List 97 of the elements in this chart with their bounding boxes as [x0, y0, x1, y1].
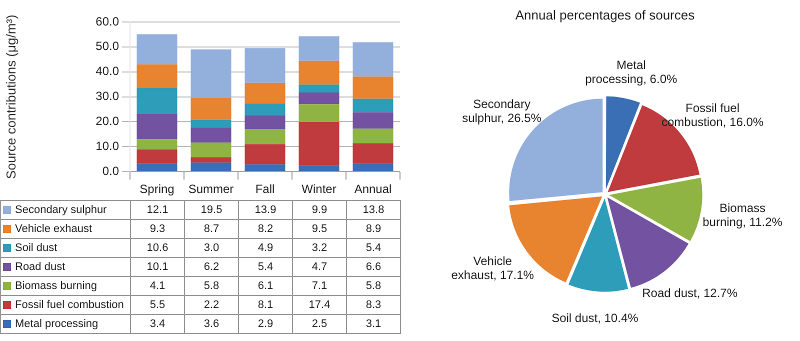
data-label: 2.5	[292, 314, 346, 334]
bar	[352, 76, 394, 99]
bar	[352, 143, 394, 164]
y-tick-label: 0.0	[102, 164, 120, 178]
data-label: 4.1	[130, 276, 184, 296]
bar	[244, 144, 286, 164]
data-label: 10.1	[130, 258, 184, 276]
bar	[298, 60, 340, 85]
data-label: 5.8	[184, 276, 238, 296]
y-tick-label: 30.0	[96, 89, 120, 104]
bar	[136, 114, 178, 140]
y-tick-label: 20.0	[96, 114, 120, 128]
bar	[136, 139, 178, 150]
bar	[298, 36, 340, 61]
legend-label: Fossil fuel combustion	[0, 296, 130, 314]
slice-label: Secondary sulphur, 26.5%	[462, 96, 542, 125]
y-tick-label: 40.0	[96, 64, 120, 78]
legend-label: Metal processing	[0, 314, 130, 334]
bar	[352, 112, 394, 129]
data-label: 3.4	[130, 314, 184, 334]
legend-label: Soil dust	[0, 238, 130, 258]
bar	[190, 120, 232, 128]
data-label: 8.1	[238, 296, 292, 314]
bar	[352, 98, 394, 112]
data-label: 17.4	[292, 296, 346, 314]
bar	[136, 149, 178, 164]
slice-label: Road dust, 12.7%	[642, 286, 738, 300]
slice-label: Biomass burning, 11.2%	[702, 200, 782, 229]
data-label: 8.2	[238, 220, 292, 238]
bar	[298, 122, 340, 166]
bar	[190, 157, 232, 163]
data-label: 6.1	[238, 276, 292, 296]
bar	[190, 98, 232, 120]
bar	[352, 42, 394, 77]
x-tick-label: Summer	[188, 182, 234, 196]
bar	[190, 162, 232, 172]
x-tick-label: Annual	[354, 182, 392, 196]
data-label: 9.3	[130, 220, 184, 238]
data-label: 8.7	[184, 220, 238, 238]
slice-label: Vehicle exhaust, 17.1%	[451, 254, 534, 282]
y-tick-label: 50.0	[96, 39, 120, 54]
data-label: 2.2	[184, 296, 238, 314]
data-label: 9.5	[292, 220, 346, 238]
bar	[298, 84, 340, 93]
data-label: 13.9	[238, 200, 292, 220]
data-label: 8.3	[346, 296, 400, 314]
data-label: 5.4	[346, 238, 400, 258]
data-label: 3.0	[184, 238, 238, 258]
data-label: 10.6	[130, 238, 184, 258]
data-label: 7.1	[292, 276, 346, 296]
data-label: 5.4	[238, 258, 292, 276]
data-label: 6.2	[184, 258, 238, 276]
bar	[244, 164, 286, 172]
data-label: 5.5	[130, 296, 184, 314]
slice-label: Soil dust, 10.4%	[552, 311, 638, 326]
legend-label: Road dust	[0, 258, 130, 276]
slice-label: Metal processing, 6.0%	[585, 58, 678, 86]
bar	[136, 163, 178, 172]
legend-label: Biomass burning	[0, 276, 130, 296]
data-label: 8.9	[346, 220, 400, 238]
bar	[244, 116, 286, 129]
bar	[244, 103, 286, 116]
bar	[136, 64, 178, 88]
bar	[190, 142, 232, 158]
x-tick-label: Winter	[302, 182, 336, 196]
bar	[352, 164, 394, 172]
bar	[244, 82, 286, 104]
data-label: 3.1	[346, 314, 400, 334]
data-label: 4.7	[292, 258, 346, 276]
data-label: 5.8	[346, 276, 400, 296]
legend-label: Secondary sulphur	[0, 200, 130, 220]
bar	[298, 165, 340, 172]
bar	[298, 92, 340, 104]
bar	[298, 104, 340, 122]
y-tick-label: 10.0	[96, 138, 120, 153]
x-tick-label: Spring	[140, 182, 174, 196]
data-label: 2.9	[238, 314, 292, 334]
data-label: 3.2	[292, 238, 346, 258]
data-label: 3.6	[184, 314, 238, 334]
bar	[190, 49, 232, 98]
bar	[352, 128, 394, 144]
x-tick-label: Fall	[255, 182, 275, 196]
data-label: 19.5	[184, 200, 238, 220]
y-axis-title: Source contributions (μg/m³)	[3, 14, 18, 179]
data-label: 13.8	[346, 200, 400, 220]
bar	[136, 34, 178, 64]
chart-title: Annual percentages of sources	[515, 7, 696, 22]
legend-label: Vehicle exhaust	[0, 220, 130, 238]
data-label: 12.1	[130, 200, 184, 220]
data-label: 9.9	[292, 200, 346, 220]
data-label: 4.9	[238, 238, 292, 258]
bar	[136, 88, 178, 114]
data-label: 6.6	[346, 258, 400, 276]
y-tick-label: 60.0	[96, 14, 120, 28]
bar	[244, 128, 286, 144]
bar	[190, 127, 232, 143]
bar	[244, 48, 286, 83]
